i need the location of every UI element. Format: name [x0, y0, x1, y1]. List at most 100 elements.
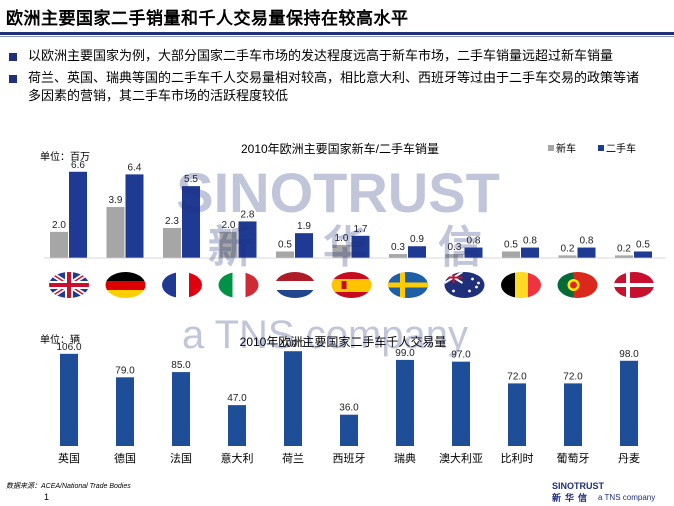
new-car-bar: [219, 231, 238, 258]
transaction-bar: [284, 351, 302, 446]
country-tick-label: 澳大利亚: [439, 451, 483, 465]
bullet-item: 荷兰、英国、瑞典等国的二手车千人交易量相对较高，相比意大利、西班牙等过由于二手车…: [6, 70, 646, 106]
netherlands-flag-icon: [275, 272, 315, 298]
new-car-bar: [50, 231, 68, 258]
country-tick-label: 意大利: [221, 451, 254, 465]
used-car-bar: [125, 174, 144, 258]
logo-brand: SINOTRUST: [552, 481, 605, 491]
used-car-value-label: 0.8: [523, 236, 537, 247]
new-car-bar: [558, 255, 577, 258]
used-car-bar: [351, 235, 370, 258]
australia-flag-icon: [444, 272, 485, 298]
used-car-bar: [182, 186, 200, 258]
new-car-value-label: 0.3: [448, 242, 462, 253]
legend-new-swatch: [548, 145, 554, 151]
new-car-value-label: 1.0: [335, 233, 349, 244]
used-car-value-label: 0.9: [410, 234, 424, 245]
transaction-bar: [228, 405, 246, 446]
chart1-unit-label: 单位：百万: [40, 150, 90, 163]
country-tick-label: 丹麦: [618, 452, 640, 465]
transaction-value-label: 36.0: [339, 403, 359, 414]
used-car-value-label: 1.9: [297, 221, 311, 232]
used-car-bar: [464, 247, 483, 258]
used-car-bar: [521, 247, 539, 258]
flag-row: [49, 272, 654, 298]
transaction-bar: [564, 383, 582, 446]
new-car-value-label: 3.9: [109, 195, 123, 206]
chart1-bars: 2.0 6.6 3.9 6.4 2.3 5.5 2.0 2.8 0.5 1.9 1.0 1.7 0.3 0…: [50, 160, 652, 258]
used-car-value-label: 6.6: [71, 160, 85, 171]
germany-flag-icon: [105, 272, 146, 298]
new-car-value-label: 0.5: [504, 239, 518, 250]
used-car-value-label: 6.4: [128, 162, 142, 173]
country-tick-label: 法国: [170, 451, 192, 465]
transaction-bar: [172, 372, 190, 446]
spain-flag-icon: [331, 272, 372, 298]
country-tick-label: 德国: [114, 451, 136, 465]
chart2-unit-label: 单位：辆: [40, 333, 80, 346]
new-car-value-label: 2.0: [222, 220, 236, 231]
legend-used-swatch: [598, 145, 604, 151]
bullet-item: 以欧洲主要国家为例，大部分国家二手车市场的发达程度远高于新车市场，二手车销量远超…: [6, 48, 646, 66]
used-car-value-label: 0.8: [467, 236, 481, 247]
transaction-value-label: 47.0: [227, 393, 247, 404]
transaction-bar: [340, 414, 358, 446]
new-car-value-label: 0.2: [617, 243, 631, 254]
new-car-bar: [502, 251, 520, 258]
new-car-bar: [163, 227, 181, 258]
transaction-value-label: 99.0: [395, 348, 415, 359]
new-car-value-label: 0.2: [561, 243, 575, 254]
bullet-list: 以欧洲主要国家为例，大部分国家二手车市场的发达程度远高于新车市场，二手车销量远超…: [6, 48, 646, 110]
page-title: 欧洲主要国家二手销量和千人交易量保持在较高水平: [6, 9, 409, 29]
new-car-value-label: 0.5: [278, 239, 292, 250]
new-car-value-label: 0.3: [391, 242, 405, 253]
transaction-bar: [620, 360, 638, 446]
new-car-bar: [106, 207, 125, 258]
transaction-bar: [452, 361, 470, 446]
data-source-note: 数据来源：ACEA/National Trade Bodies: [6, 483, 131, 490]
transaction-value-label: 98.0: [619, 349, 639, 360]
used-car-bar: [295, 233, 313, 258]
used-car-bar: [69, 171, 87, 258]
transaction-bar: [396, 359, 414, 446]
country-tick-label: 英国: [58, 451, 80, 465]
logo-cn: 新华信: [552, 494, 592, 504]
new-car-value-label: 2.3: [165, 216, 179, 227]
new-car-bar: [615, 255, 633, 258]
transaction-value-label: 106.0: [56, 342, 81, 353]
new-car-bar: [445, 254, 464, 258]
belgium-flag-icon: [501, 272, 541, 298]
new-car-bar: [332, 244, 351, 258]
chart1-title: 2010年欧洲主要国家新车/二手车销量: [241, 141, 439, 156]
sweden-flag-icon: [388, 272, 428, 298]
legend-used-label: 二手车: [606, 142, 636, 155]
sinotrust-logo: SINOTRUST 新华信 a TNS company: [552, 481, 670, 504]
portugal-flag-icon: [557, 272, 598, 298]
used-car-value-label: 5.5: [184, 174, 198, 185]
transaction-value-label: 109.0: [280, 339, 305, 350]
transaction-value-label: 72.0: [507, 371, 527, 382]
new-car-bar: [389, 254, 407, 258]
legend-new-label: 新车: [556, 142, 576, 155]
italy-flag-icon: [218, 272, 259, 298]
sales-chart: 2010年欧洲主要国家新车/二手车销量 单位：百万 新车 二手车 2.0 6.6 3…: [40, 141, 666, 259]
bullet-square-icon: [9, 53, 17, 61]
logo-tagline: a TNS company: [598, 493, 656, 502]
country-flags: [49, 272, 654, 298]
country-tick-label: 西班牙: [333, 452, 366, 465]
used-car-bar: [238, 221, 257, 258]
country-tick-label: 葡萄牙: [557, 452, 590, 465]
country-tick-label: 瑞典: [394, 451, 416, 465]
country-tick-label: 荷兰: [282, 452, 304, 465]
used-car-value-label: 1.7: [354, 224, 368, 235]
transaction-bar: [508, 383, 526, 446]
bullet-text: 荷兰、英国、瑞典等国的二手车千人交易量相对较高，相比意大利、西班牙等过由于二手车…: [28, 71, 640, 104]
denmark-flag-icon: [614, 272, 654, 298]
title-rule-thin: [0, 36, 674, 37]
uk-flag-icon: [49, 272, 89, 298]
transaction-bar: [116, 377, 134, 446]
chart2-title: 2010年欧洲主要国家二手车千人交易量: [240, 334, 447, 349]
transaction-value-label: 85.0: [171, 360, 191, 371]
country-tick-label: 比利时: [501, 452, 534, 465]
used-car-value-label: 2.8: [241, 209, 255, 220]
